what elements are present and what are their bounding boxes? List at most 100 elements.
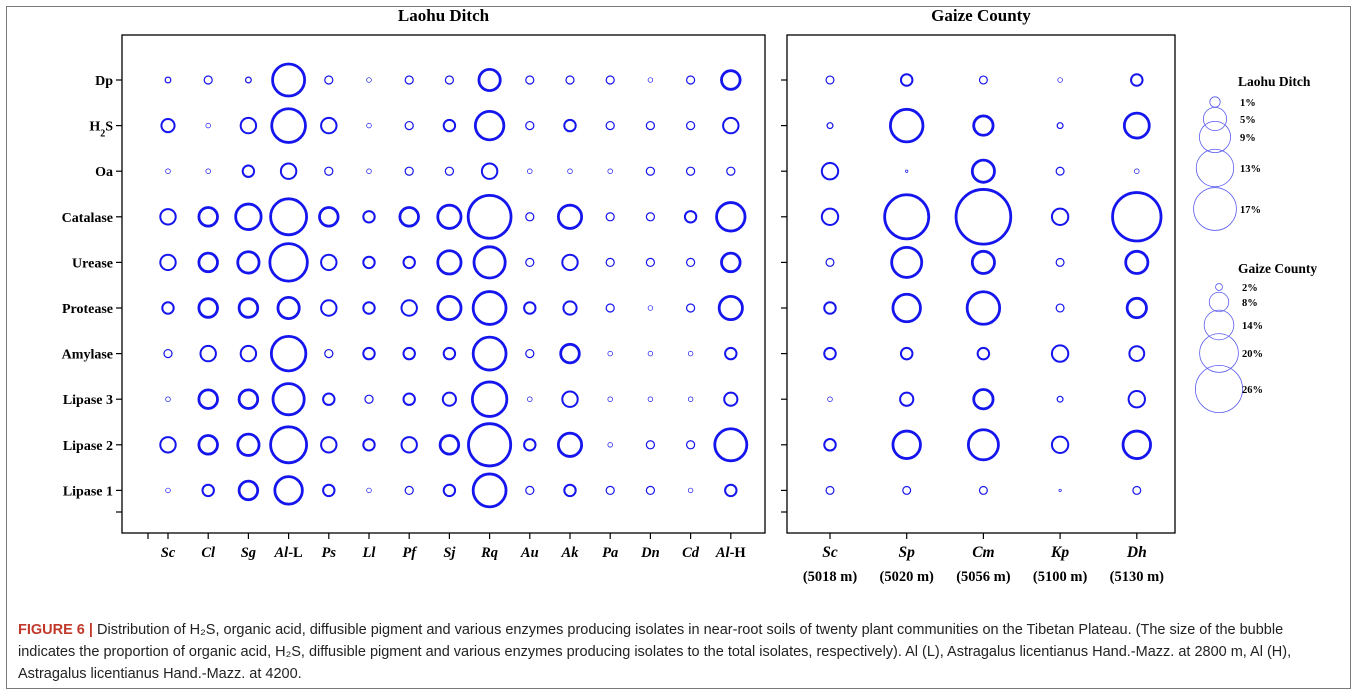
row-label-catalase: Catalase	[62, 211, 113, 226]
bubble-laohu-amylase-ll	[362, 346, 376, 361]
bubble-gaize-oa-kp	[1055, 166, 1065, 176]
bubble-laohu-oa-sg	[241, 164, 256, 178]
bubble-gaize-protease-sp	[891, 292, 922, 324]
bubble-laohu-h2s-au	[525, 120, 535, 131]
bubble-laohu-lipase-3-au	[527, 396, 533, 402]
bubble-laohu-protease-cd	[685, 303, 696, 313]
legend-laohu-label: 13%	[1240, 164, 1261, 175]
bubble-laohu-catalase-rq	[466, 193, 513, 240]
bubble-laohu-lipase-3-pa	[607, 396, 613, 402]
bubble-laohu-catalase-dn	[645, 212, 656, 222]
bubble-laohu-lipase-3-rq	[470, 380, 509, 418]
bubble-laohu-dp-cl	[203, 75, 213, 85]
bubble-gaize-lipase-2-kp	[1050, 435, 1070, 454]
bubble-laohu-lipase-2-ps	[320, 436, 338, 454]
x-tick-sublabel-dh: (5130 m)	[1110, 569, 1165, 585]
x-tick-label-sc: Sc	[161, 545, 176, 561]
bubble-gaize-urease-cm	[970, 249, 996, 275]
x-tick-label-cl: Cl	[201, 545, 215, 561]
bubble-gaize-catalase-cm	[954, 188, 1013, 246]
x-tick-label-sc: Sc	[822, 544, 838, 561]
bubble-laohu-lipase-2-ak	[556, 431, 584, 458]
bubble-gaize-h2s-sc	[826, 122, 834, 130]
bubble-laohu-catalase-cd	[683, 210, 698, 224]
bubble-gaize-dp-kp	[1057, 77, 1063, 83]
bubble-laohu-urease-ps	[320, 253, 338, 272]
bubble-laohu-oa-ak	[567, 168, 573, 174]
bubble-gaize-oa-sc	[820, 162, 840, 181]
bubble-laohu-oa-sj	[444, 166, 455, 176]
legend-laohu-label: 5%	[1240, 115, 1256, 126]
bubble-laohu-catalase-ll	[362, 210, 376, 224]
bubble-laohu-dp-ll	[366, 77, 372, 83]
legend-gaize-bubble	[1195, 364, 1244, 413]
bubble-gaize-oa-dh	[1134, 168, 1140, 174]
x-tick-label-au: Au	[520, 545, 539, 561]
bubble-laohu-dp-ps	[324, 75, 334, 85]
bubble-laohu-lipase-3-ps	[322, 392, 336, 406]
bubble-laohu-oa-cl	[205, 168, 211, 174]
bubble-gaize-lipase-3-cm	[972, 388, 995, 411]
legend-gaize-bubble	[1215, 283, 1223, 291]
bubble-laohu-amylase-rq	[471, 335, 508, 372]
row-label-urease: Urease	[72, 256, 113, 271]
bubble-laohu-oa-dn	[645, 166, 656, 176]
bubble-laohu-catalase-sj	[436, 203, 463, 230]
x-tick-label-ps: Ps	[322, 545, 337, 561]
bubble-laohu-lipase-2-pa	[607, 442, 613, 448]
x-tick-label-sp: Sp	[899, 544, 916, 561]
bubble-laohu-amylase-ps	[324, 348, 334, 359]
x-tick-label-ak: Ak	[561, 545, 580, 561]
bubble-laohu-lipase-3-ll	[364, 394, 374, 404]
row-label-protease: Protease	[62, 302, 113, 317]
bubble-laohu-protease-au	[523, 301, 537, 315]
bubble-laohu-oa-al-h	[726, 166, 736, 176]
bubble-gaize-amylase-sp	[899, 346, 914, 361]
bubble-laohu-urease-rq	[472, 245, 507, 280]
bubble-laohu-urease-dn	[645, 257, 656, 268]
bubble-laohu-dp-sg	[244, 76, 252, 84]
row-label-lipase-3: Lipase 3	[63, 393, 113, 408]
legend-gaize-label: 2%	[1242, 283, 1258, 294]
bubble-laohu-oa-sc	[165, 168, 171, 174]
bubble-laohu-protease-ll	[362, 301, 376, 315]
row-label-h2s: H2S	[89, 120, 113, 140]
x-tick-sublabel-kp: (5100 m)	[1033, 569, 1088, 585]
bubble-laohu-protease-sc	[161, 301, 175, 315]
x-tick-label-al-h: Al-H	[715, 545, 747, 561]
bubble-gaize-amylase-sc	[823, 346, 837, 361]
figure: Laohu Ditch Dp H2S Oa Catalase Urease Protease…	[62, 6, 1318, 585]
bubble-laohu-protease-pa	[605, 303, 615, 313]
bubble-laohu-urease-sj	[436, 249, 463, 276]
legend-laohu-bubble	[1202, 106, 1228, 132]
bubble-laohu-lipase-2-au	[523, 438, 537, 452]
caption-label: FIGURE 6 |	[18, 622, 93, 638]
bubble-laohu-lipase-3-cd	[687, 396, 694, 402]
bubble-gaize-catalase-kp	[1050, 207, 1070, 226]
bubble-laohu-protease-dn	[647, 305, 654, 311]
bubble-laohu-dp-al-h	[720, 69, 742, 91]
bubble-gaize-lipase-3-kp	[1056, 395, 1064, 403]
bubble-laohu-lipase-3-sg	[237, 388, 260, 410]
bubble-laohu-urease-cd	[685, 257, 696, 268]
x-tick-label-pf: Pf	[402, 545, 418, 561]
bubble-gaize-catalase-dh	[1111, 191, 1163, 243]
bubble-gaize-dp-sc	[825, 75, 835, 85]
legend-gaize-label: 14%	[1242, 321, 1263, 332]
row-label-oa: Oa	[95, 165, 113, 180]
bubble-laohu-lipase-1-dn	[645, 485, 656, 496]
bubble-laohu-h2s-pa	[605, 120, 615, 131]
bubble-gaize-dp-dh	[1130, 73, 1144, 87]
bubble-laohu-h2s-sj	[442, 118, 457, 133]
bubble-laohu-catalase-ak	[556, 203, 584, 230]
bubble-laohu-lipase-1-au	[525, 485, 535, 496]
bubble-gaize-amylase-kp	[1050, 344, 1070, 363]
laohu-plot-frame	[121, 34, 766, 534]
bubble-laohu-lipase-2-sj	[438, 434, 461, 456]
legend-laohu-label: 9%	[1240, 133, 1256, 144]
bubble-laohu-urease-al-l	[268, 242, 309, 283]
bubble-laohu-lipase-2-al-l	[269, 425, 309, 465]
bubble-laohu-lipase-1-cd	[687, 487, 694, 494]
x-tick-label-cd: Cd	[682, 545, 700, 561]
bubble-laohu-amylase-al-l	[269, 334, 308, 373]
